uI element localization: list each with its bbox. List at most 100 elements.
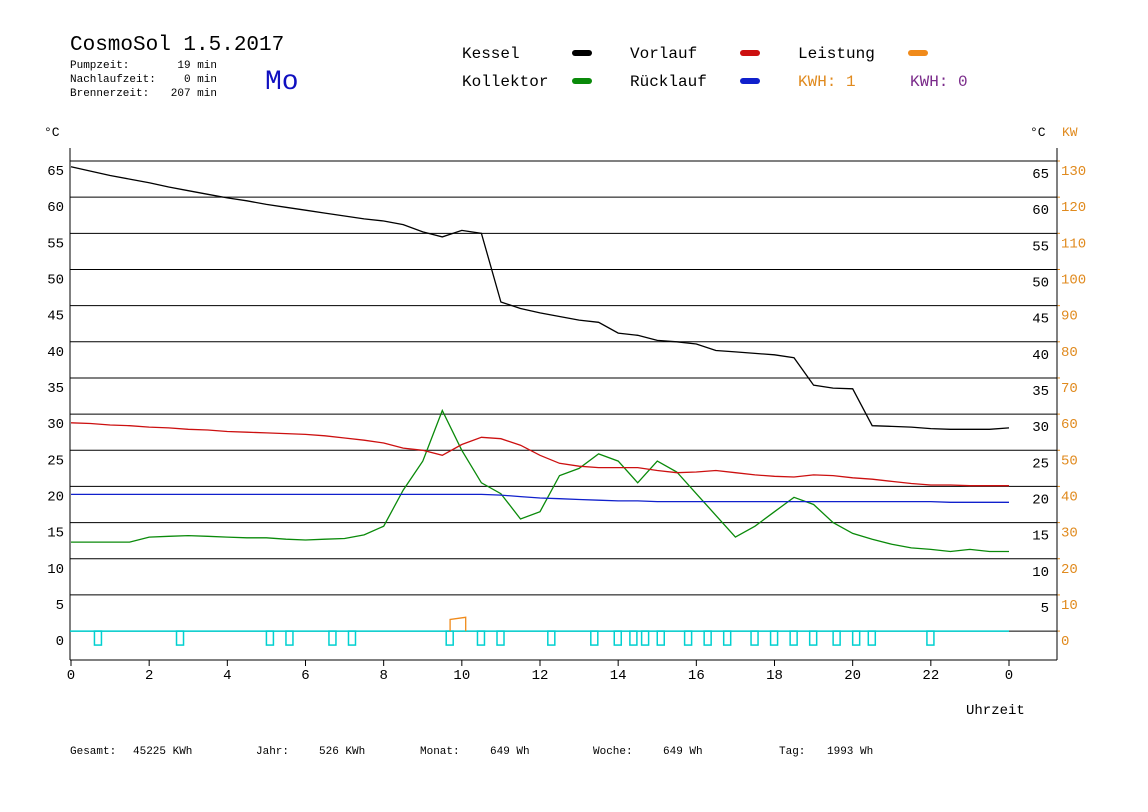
footer-label: Gesamt:: [70, 746, 116, 758]
kwh-label: KWH: 1: [798, 73, 856, 91]
y-tick-label: 10: [47, 562, 64, 578]
footer-value: 45225 KWh: [133, 746, 192, 758]
y-tick-label: 30: [47, 417, 64, 433]
info-label: Nachlaufzeit:: [70, 74, 156, 86]
y-tick-label-right: 25: [1032, 456, 1049, 472]
y2-axis-label: KW: [1062, 125, 1078, 140]
pump-pulse: [328, 630, 337, 646]
y2-tick-label: 50: [1061, 453, 1078, 469]
series-line: [70, 422, 1009, 487]
y-tick-label-right: 20: [1032, 492, 1049, 508]
y-tick-label: 35: [47, 381, 64, 397]
y-tick-label-right: 40: [1032, 348, 1049, 364]
footer-label: Tag:: [779, 746, 805, 758]
y-tick-label: 55: [47, 236, 64, 252]
legend-label: Leistung: [798, 45, 875, 63]
pump-pulse: [789, 630, 798, 646]
pump-pulse: [640, 630, 650, 646]
y2-tick-label: 130: [1061, 164, 1086, 180]
x-tick-label: 0: [1005, 668, 1013, 684]
y-tick-label-right: 15: [1032, 529, 1049, 545]
day-label: Mo: [265, 67, 299, 98]
x-tick-label: 18: [766, 668, 783, 684]
pump-pulse: [832, 630, 841, 646]
x-tick-label: 2: [145, 668, 153, 684]
legend-label: Kollektor: [462, 73, 548, 91]
x-tick-label: 12: [532, 668, 549, 684]
pump-pulse: [629, 630, 638, 646]
y-tick-label-right: 45: [1032, 312, 1049, 328]
y-tick-label: 45: [47, 309, 64, 325]
info-value: 207 min: [171, 88, 217, 100]
series-line: [71, 408, 1009, 553]
pump-pulse: [926, 630, 935, 646]
pump-pulse: [347, 630, 357, 646]
pump-pulse: [590, 630, 599, 646]
y-tick-label-right: 55: [1032, 239, 1049, 255]
y2-tick-label: 0: [1061, 634, 1069, 650]
y2-tick-label: 90: [1061, 309, 1078, 325]
footer-value: 1993 Wh: [827, 746, 873, 758]
pump-pulse: [285, 630, 294, 646]
pump-pulse: [613, 630, 623, 646]
x-tick-label: 16: [688, 668, 705, 684]
y-tick-label-right: 50: [1032, 275, 1049, 291]
kwh-label: KWH: 0: [910, 73, 968, 91]
x-tick-label: 14: [610, 668, 627, 684]
y-tick-label-right: 30: [1032, 420, 1049, 436]
footer-value: 649 Wh: [663, 746, 703, 758]
pump-pulse: [547, 630, 556, 646]
y-tick-label: 25: [47, 453, 64, 469]
x-tick-label: 10: [453, 668, 470, 684]
y2-tick-label: 10: [1061, 598, 1078, 614]
footer-label: Monat:: [420, 746, 460, 758]
x-tick-label: 4: [223, 668, 231, 684]
info-label: Pumpzeit:: [70, 60, 129, 72]
series-line: [449, 616, 467, 632]
y2-tick-label: 80: [1061, 345, 1078, 361]
y2-axis-label-left: °C: [1030, 125, 1046, 140]
y2-tick-label: 100: [1061, 272, 1086, 288]
info-value: 19 min: [177, 60, 217, 72]
pump-pulse: [769, 630, 779, 646]
x-tick-label: 0: [67, 668, 75, 684]
y2-tick-label: 60: [1061, 417, 1078, 433]
footer-value: 526 KWh: [319, 746, 365, 758]
pump-pulse: [703, 630, 712, 646]
x-tick-label: 22: [922, 668, 939, 684]
pump-pulse: [851, 630, 861, 646]
y-tick-label: 5: [56, 598, 64, 614]
pump-pulse: [93, 630, 103, 646]
series-line: [71, 493, 1009, 503]
x-tick-label: 6: [301, 668, 309, 684]
pump-pulse: [867, 630, 877, 646]
y2-tick-label: 20: [1061, 562, 1078, 578]
y-tick-label: 0: [56, 634, 64, 650]
x-tick-label: 20: [844, 668, 861, 684]
pump-pulse: [265, 630, 275, 646]
y-tick-label: 65: [47, 164, 64, 180]
footer-label: Jahr:: [256, 746, 289, 758]
y2-tick-label: 120: [1061, 200, 1086, 216]
pump-pulse: [683, 630, 693, 646]
y-tick-label: 50: [47, 272, 64, 288]
footer-value: 649 Wh: [490, 746, 530, 758]
footer-label: Woche:: [593, 746, 633, 758]
y-tick-label: 60: [47, 200, 64, 216]
y-tick-label-right: 35: [1032, 384, 1049, 400]
pump-pulse: [496, 630, 505, 646]
pump-pulse: [476, 630, 486, 646]
y-tick-label-right: 60: [1032, 203, 1049, 219]
info-value: 0 min: [184, 74, 217, 86]
y2-tick-label: 40: [1061, 489, 1078, 505]
y-tick-label-right: 5: [1041, 601, 1049, 617]
x-tick-label: 8: [379, 668, 387, 684]
pump-pulse: [750, 630, 759, 646]
chart-title: CosmoSol 1.5.2017: [70, 34, 284, 57]
y2-tick-label: 110: [1061, 236, 1086, 252]
x-axis-label: Uhrzeit: [966, 703, 1025, 719]
legend-label: Rücklauf: [630, 73, 707, 91]
y-axis-label: °C: [44, 125, 60, 140]
